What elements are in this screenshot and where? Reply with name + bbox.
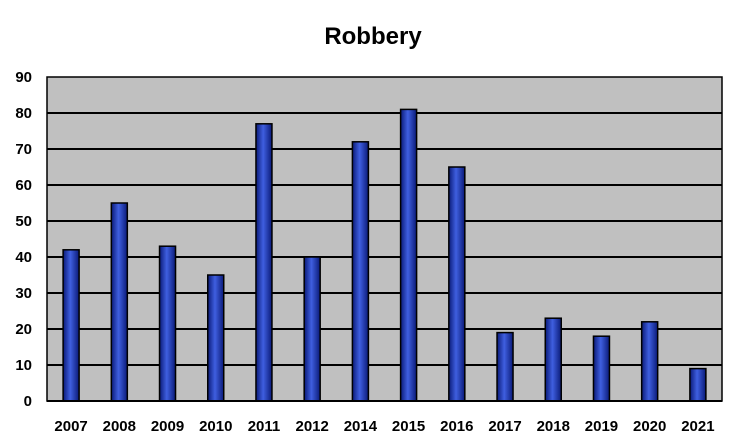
bar-2008: [110, 202, 129, 402]
y-tick-label: 50: [15, 213, 32, 230]
bar-2011: [255, 123, 273, 402]
y-tick-label: 40: [15, 249, 32, 266]
bar-2021: [689, 367, 707, 402]
y-tick-label: 10: [15, 357, 32, 374]
x-tick-label: 2008: [103, 418, 136, 435]
bar-2017: [496, 331, 514, 402]
y-tick-label: 0: [24, 393, 32, 410]
x-tick-label: 2007: [54, 418, 87, 435]
x-tick-label: 2021: [681, 418, 714, 435]
x-tick-label: 2010: [199, 418, 232, 435]
x-tick-label: 2015: [392, 418, 425, 435]
bar-2007: [62, 249, 80, 402]
x-tick-label: 2014: [344, 418, 378, 435]
bar-2019: [592, 335, 611, 402]
bar-2012: [303, 256, 321, 402]
bar-2014: [351, 141, 370, 402]
y-tick-label: 60: [15, 177, 32, 194]
x-tick-label: 2018: [537, 418, 570, 435]
y-tick-label: 20: [15, 321, 32, 338]
y-tick-label: 80: [15, 105, 32, 122]
x-tick-label: 2019: [585, 418, 618, 435]
x-axis-tick-labels: 2007 2008 2009 2010 2011 2012 2014 2015 2016 2017…: [54, 418, 714, 435]
y-tick-label: 70: [15, 141, 32, 158]
bar-2016: [448, 166, 466, 402]
bar-2010: [207, 274, 225, 402]
x-tick-label: 2009: [151, 418, 184, 435]
y-tick-label: 90: [15, 69, 32, 86]
bar-2018: [544, 317, 562, 402]
x-tick-label: 2016: [440, 418, 473, 435]
x-tick-label: 2012: [295, 418, 328, 435]
plot-area: [46, 76, 723, 402]
y-tick-label: 30: [15, 285, 32, 302]
bar-2015: [399, 108, 418, 402]
chart-title: Robbery: [324, 23, 422, 50]
bar-2009: [158, 245, 177, 402]
x-tick-label: 2011: [248, 418, 281, 435]
x-tick-label: 2020: [633, 418, 666, 435]
bar-2020: [640, 321, 659, 402]
y-axis-tick-labels: 0 10 20 30 40 50 60 70 80 90: [15, 69, 32, 410]
x-tick-label: 2017: [488, 418, 521, 435]
